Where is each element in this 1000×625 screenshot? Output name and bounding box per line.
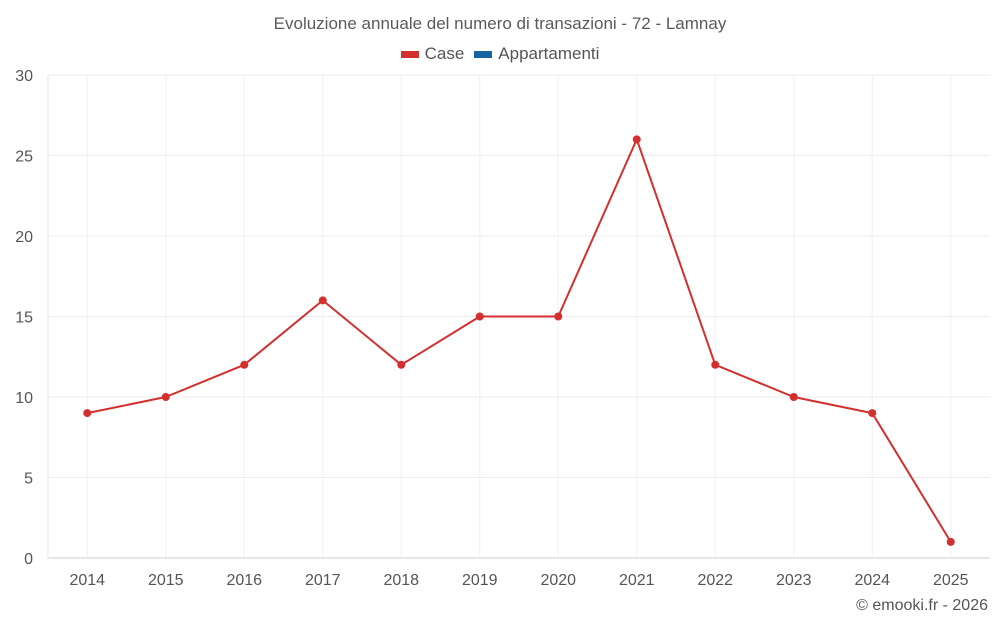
data-point — [161, 393, 170, 401]
x-tick-label: 2020 — [540, 572, 576, 589]
x-tick-label: 2022 — [697, 572, 733, 589]
legend-swatch-case — [400, 50, 419, 58]
y-tick-label: 0 — [24, 551, 33, 568]
y-tick-label: 15 — [15, 310, 33, 327]
y-tick-label: 20 — [15, 229, 33, 246]
x-tick-label: 2019 — [462, 572, 498, 589]
data-point — [554, 312, 563, 321]
x-tick-label: 2016 — [226, 572, 262, 589]
data-point — [397, 360, 406, 369]
x-tick-label: 2018 — [383, 572, 419, 589]
x-tick-label: 2021 — [619, 572, 655, 589]
legend-label-case: Case — [424, 44, 465, 63]
legend-label-appartamenti: Appartamenti — [498, 44, 600, 63]
data-point — [789, 393, 798, 401]
data-point — [318, 296, 327, 305]
credit-text: © emooki.fr - 2026 — [856, 597, 988, 614]
chart-title: Evoluzione annuale del numero di transaz… — [273, 14, 727, 33]
data-point — [632, 135, 641, 144]
data-point — [711, 360, 720, 369]
y-tick-label: 30 — [15, 68, 33, 85]
data-point — [83, 409, 92, 418]
x-tick-label: 2015 — [148, 572, 184, 589]
data-point — [475, 312, 484, 321]
legend-swatch-appartamenti — [474, 50, 493, 58]
x-tick-label: 2023 — [776, 572, 812, 589]
y-tick-label: 25 — [15, 149, 33, 166]
data-point — [868, 409, 877, 418]
legend-item-case[interactable]: Case — [400, 44, 465, 64]
legend-item-appartamenti[interactable]: Appartamenti — [474, 44, 599, 64]
x-tick-label: 2014 — [69, 572, 105, 589]
x-tick-label: 2025 — [933, 572, 969, 589]
legend: Case Appartamenti — [0, 44, 1000, 64]
y-tick-label: 10 — [15, 390, 33, 407]
y-tick-label: 5 — [24, 471, 33, 488]
series-line-case — [87, 138, 952, 543]
x-tick-label: 2024 — [854, 572, 890, 589]
x-tick-label: 2017 — [305, 572, 341, 589]
data-point — [240, 360, 249, 369]
data-point — [946, 537, 955, 546]
